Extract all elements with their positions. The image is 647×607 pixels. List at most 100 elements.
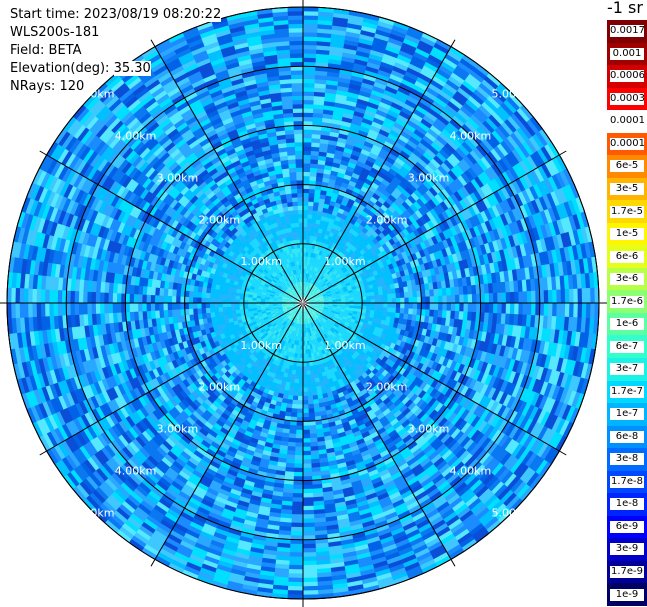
- beta-cell: [299, 362, 303, 367]
- beta-cell: [426, 210, 435, 221]
- beta-cell: [429, 208, 439, 219]
- beta-cell: [318, 202, 325, 208]
- beta-cell: [379, 214, 388, 223]
- beta-cell: [454, 177, 465, 190]
- beta-cell: [353, 58, 369, 67]
- beta-cell: [464, 169, 475, 182]
- beta-cell: [344, 35, 361, 43]
- beta-cell: [448, 206, 458, 217]
- beta-cell: [436, 203, 446, 214]
- beta-cell: [380, 124, 393, 134]
- beta-cell: [335, 266, 342, 272]
- beta-cell: [391, 293, 397, 299]
- beta-cell: [304, 273, 307, 278]
- beta-cell: [537, 165, 549, 181]
- beta-cell: [309, 171, 318, 177]
- beta-cell: [402, 126, 415, 137]
- beta-cell: [438, 148, 451, 160]
- beta-cell: [367, 199, 376, 208]
- beta-cell: [302, 531, 316, 536]
- beta-cell: [408, 303, 414, 310]
- beta-cell: [496, 227, 505, 240]
- beta-cell: [429, 104, 443, 116]
- beta-cell: [360, 121, 372, 130]
- beta-cell: [302, 463, 312, 469]
- beta-cell: [387, 205, 397, 214]
- beta-cell: [441, 128, 454, 141]
- beta-cell: [480, 185, 491, 198]
- beta-cell: [514, 303, 520, 315]
- beta-cell: [303, 289, 306, 295]
- beta-cell: [390, 101, 404, 112]
- beta-cell: [419, 183, 430, 194]
- beta-cell: [422, 180, 433, 191]
- beta-cell: [388, 238, 396, 246]
- beta-cell: [302, 442, 311, 448]
- beta-cell: [406, 95, 421, 106]
- beta-cell: [304, 260, 308, 266]
- beta-cell: [309, 278, 313, 284]
- beta-cell: [397, 114, 410, 124]
- beta-cell: [376, 282, 383, 288]
- beta-cell: [493, 145, 506, 160]
- beta-cell: [340, 120, 352, 128]
- beta-cell: [472, 147, 485, 160]
- beta-cell: [369, 93, 383, 102]
- beta-cell: [331, 292, 337, 296]
- beta-cell: [304, 281, 307, 287]
- beta-cell: [431, 235, 439, 245]
- beta-cell: [318, 224, 325, 230]
- beta-cell: [454, 112, 468, 125]
- beta-cell: [352, 186, 362, 194]
- beta-cell: [335, 281, 342, 286]
- beta-cell: [391, 145, 403, 155]
- beta-cell: [375, 278, 382, 284]
- beta-cell: [488, 230, 497, 243]
- beta-cell: [370, 148, 381, 157]
- beta-cell: [381, 93, 395, 103]
- beta-cell: [360, 210, 369, 218]
- beta-cell: [438, 240, 446, 251]
- beta-cell: [438, 64, 454, 77]
- beta-cell: [429, 296, 435, 304]
- beta-cell: [564, 289, 570, 304]
- beta-cell: [434, 117, 448, 130]
- beta-cell: [425, 177, 436, 188]
- beta-cell: [519, 104, 534, 121]
- beta-cell: [345, 282, 351, 287]
- beta-cell: [382, 121, 394, 130]
- beta-cell: [423, 90, 438, 102]
- beta-cell: [349, 176, 359, 184]
- beta-cell: [450, 166, 462, 179]
- beta-cell: [482, 197, 493, 210]
- beta-cell: [344, 279, 350, 285]
- beta-cell: [357, 94, 371, 103]
- beta-cell: [476, 223, 486, 236]
- beta-cell: [383, 174, 394, 184]
- beta-cell: [512, 233, 521, 247]
- beta-cell: [571, 198, 582, 215]
- beta-cell: [535, 211, 545, 227]
- beta-cell: [531, 213, 541, 228]
- beta-cell: [522, 303, 528, 316]
- beta-cell: [364, 273, 371, 279]
- beta-cell: [409, 273, 416, 281]
- beta-cell: [378, 294, 384, 300]
- beta-cell: [313, 275, 317, 281]
- beta-cell: [429, 79, 445, 91]
- beta-cell: [307, 282, 310, 287]
- beta-cell: [445, 246, 453, 257]
- beta-cell: [302, 581, 318, 587]
- beta-cell: [302, 433, 311, 439]
- beta-cell: [327, 293, 333, 297]
- beta-cell: [322, 177, 330, 184]
- beta-cell: [461, 123, 475, 137]
- beta-cell: [411, 55, 427, 66]
- beta-cell: [292, 484, 303, 490]
- beta-cell: [308, 292, 312, 297]
- beta-cell: [434, 233, 443, 244]
- beta-cell: [303, 141, 312, 147]
- beta-cell: [318, 250, 323, 256]
- beta-cell: [374, 303, 380, 308]
- beta-cell: [420, 233, 428, 242]
